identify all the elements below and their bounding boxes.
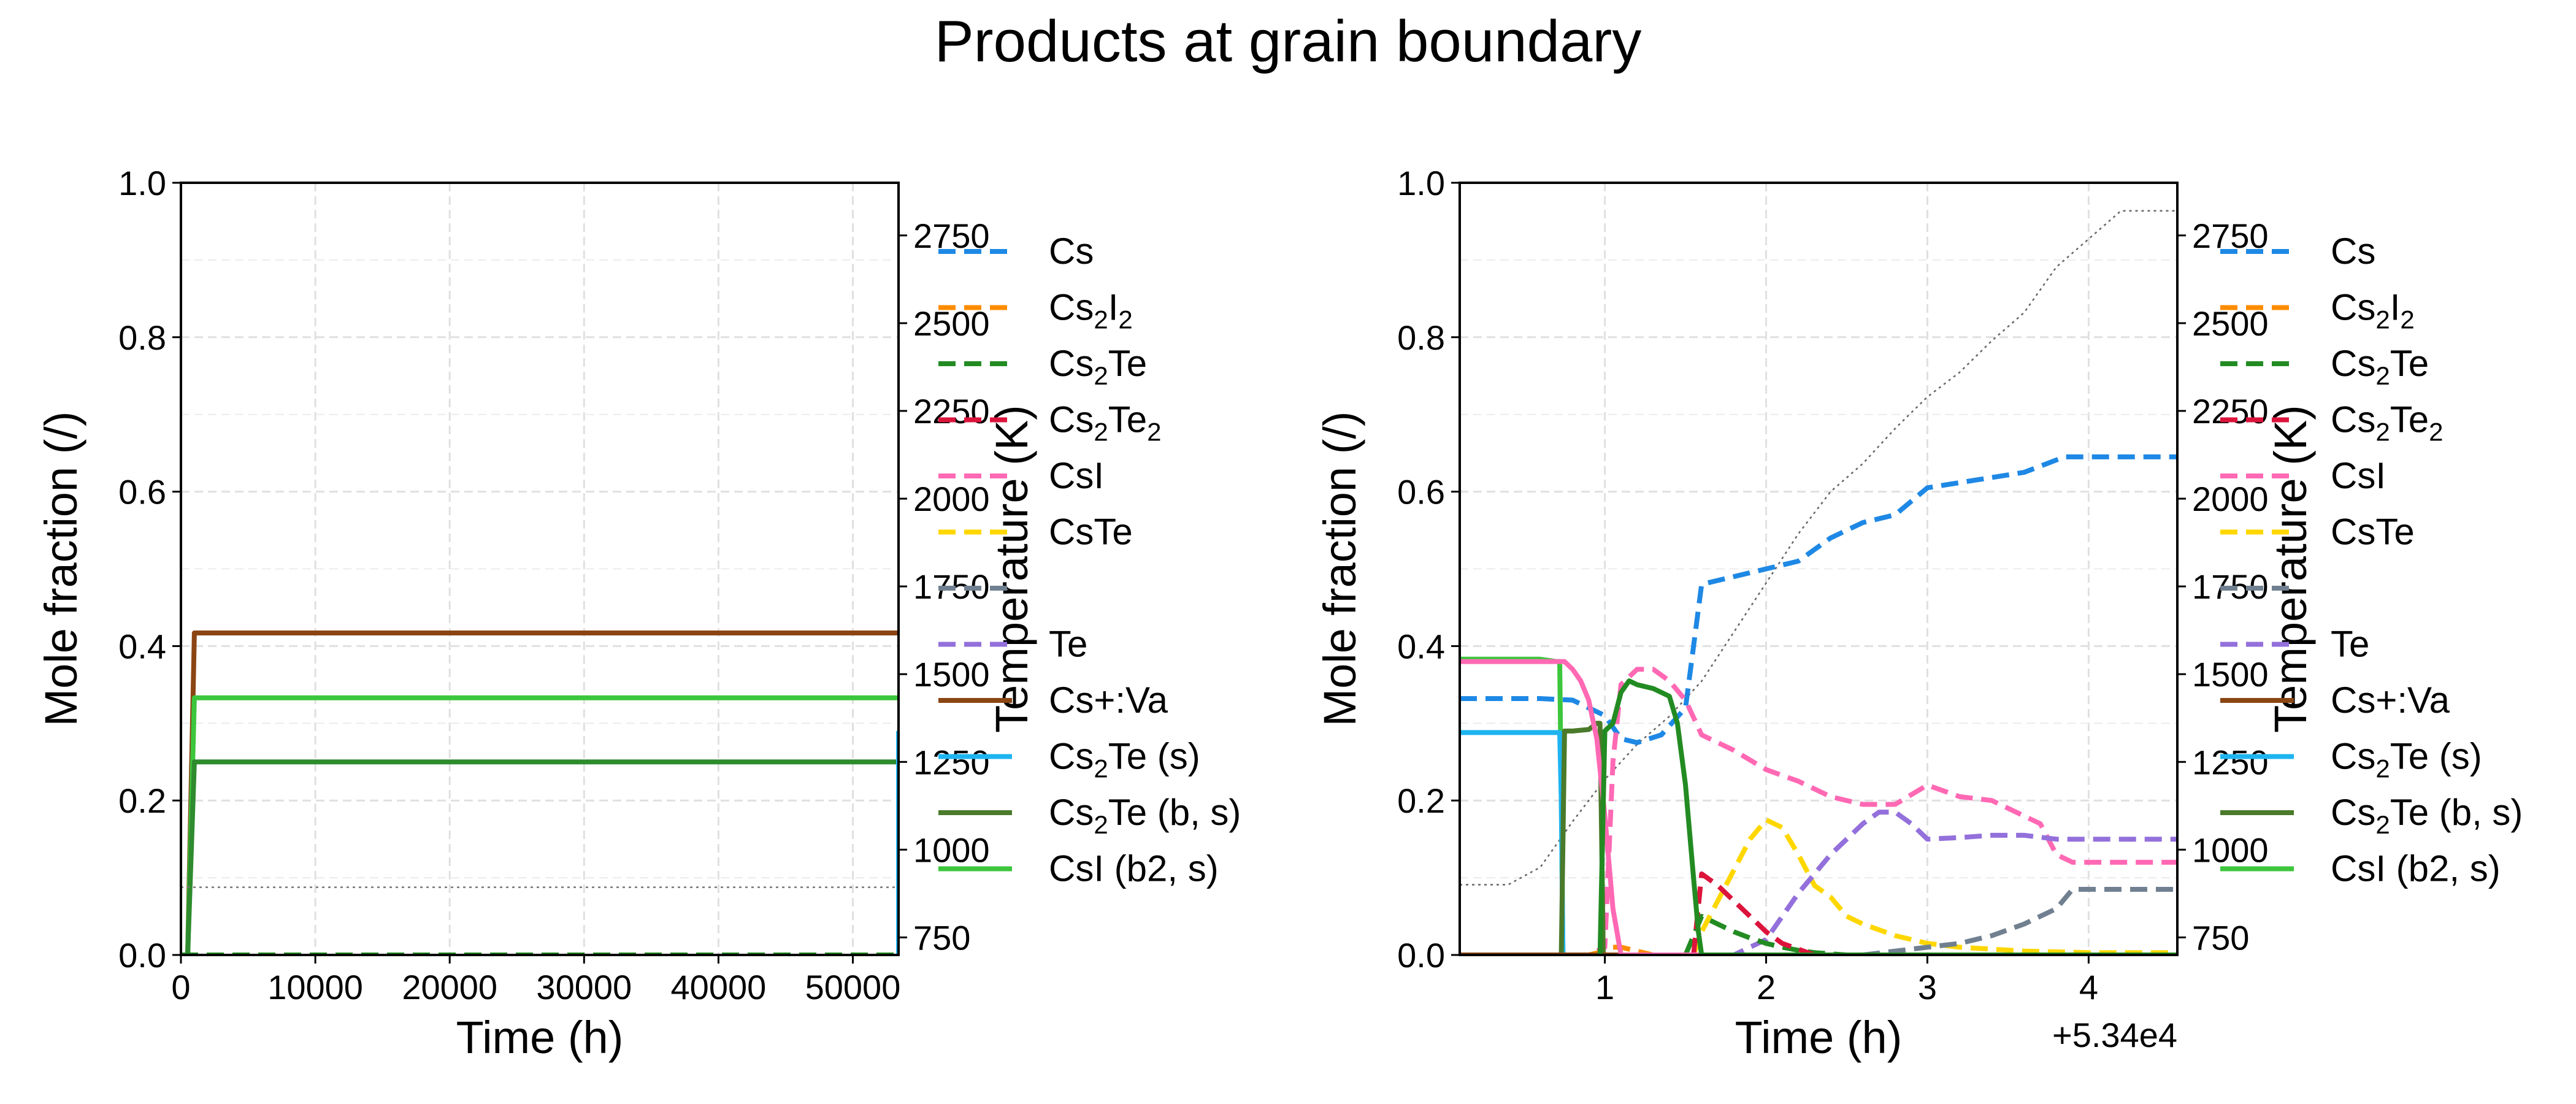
series-line xyxy=(181,759,899,955)
legend-label: Cs+:Va xyxy=(1049,680,1168,721)
legend-label: CsTe xyxy=(2331,512,2415,553)
x-axis-label: Time (h) xyxy=(1735,1012,1903,1063)
legend-label: Cs2Te xyxy=(1049,343,1147,390)
y2-tick-label: 2000 xyxy=(913,480,990,518)
legend-label: Te xyxy=(1049,624,1087,665)
y2-tick-label: 1000 xyxy=(2192,830,2269,869)
y2-tick-label: 750 xyxy=(2192,918,2249,957)
y-tick-label: 0.0 xyxy=(1397,936,1445,975)
series-line xyxy=(1701,810,2177,955)
legend-label: Cs+:Va xyxy=(2331,680,2450,721)
legend-label: Cs2Te (b, s) xyxy=(1049,792,1241,839)
axes-frame xyxy=(180,182,900,956)
y-tick-label: 0.8 xyxy=(1397,318,1445,357)
series-line xyxy=(181,695,899,955)
series-line xyxy=(1460,454,2177,745)
series-line xyxy=(1460,659,2177,955)
x-tick-label: 20000 xyxy=(402,968,497,1006)
x-tick-label: 10000 xyxy=(267,968,363,1006)
legend-label: Cs xyxy=(1049,231,1094,272)
x-tick-label: 50000 xyxy=(805,968,901,1006)
series-group xyxy=(1460,210,2177,955)
x-tick-label: 2 xyxy=(1757,968,1776,1006)
y2-tick-label: 1500 xyxy=(913,655,990,694)
legend-label: Cs2Te (s) xyxy=(2331,736,2482,783)
y-tick-label: 0.6 xyxy=(1397,473,1445,512)
series-line xyxy=(1460,656,2177,955)
y2-tick-label: 2250 xyxy=(2192,392,2269,431)
y-tick-label: 0.2 xyxy=(1397,781,1445,820)
figure-title: Products at grain boundary xyxy=(935,9,1642,74)
legend-label: Cs2Te (b, s) xyxy=(2331,792,2523,839)
series-line xyxy=(1691,871,2177,955)
legend-label: Cs2Te xyxy=(2331,343,2429,390)
y2-tick-label: 1500 xyxy=(2192,655,2269,694)
legend-label: Cs2Te2 xyxy=(1049,399,1161,447)
legend-label: CsI xyxy=(1049,455,1104,496)
x-offset-label: +5.34e4 xyxy=(2052,1016,2177,1054)
y-axis-label: Mole fraction (/) xyxy=(1314,411,1365,726)
x-tick-label: 3 xyxy=(1918,968,1937,1006)
series-line xyxy=(1460,210,2177,886)
y-tick-label: 0.8 xyxy=(118,318,166,357)
legend-label: CsI (b2, s) xyxy=(1049,848,1219,889)
legend: Cs Cs2I2 Cs2Te Cs2Te2 CsI CsTe Te Cs+:Va Cs2Te (… xyxy=(2220,231,2523,889)
y2-tick-label: 1250 xyxy=(913,743,990,781)
y-tick-label: 0.2 xyxy=(118,781,166,820)
x-tick-label: 4 xyxy=(2079,968,2098,1006)
legend-label: CsI (b2, s) xyxy=(2331,848,2501,889)
y-tick-label: 0.4 xyxy=(1397,627,1445,665)
y2-tick-label: 1250 xyxy=(2192,743,2269,781)
y-tick-label: 0.6 xyxy=(118,473,166,512)
legend-label: CsTe xyxy=(1049,512,1133,553)
series-line xyxy=(1683,914,2177,955)
x-tick-label: 40000 xyxy=(671,968,767,1006)
legend-label: CsI xyxy=(2331,455,2386,496)
series-line xyxy=(1691,817,2177,955)
y-tick-label: 1.0 xyxy=(118,164,166,202)
left-panel: 0 10000 20000 30000 40000 50000 0.0 0.2 0.4 0.6 0.… xyxy=(36,164,1241,1063)
y2-tick-label: 2250 xyxy=(913,392,990,431)
x-tick-label: 1 xyxy=(1595,968,1614,1006)
x-tick-label: 0 xyxy=(171,968,190,1006)
y2-tick-label: 2500 xyxy=(2192,304,2269,343)
series-group xyxy=(181,631,899,955)
y2-tick-label: 2500 xyxy=(913,304,990,343)
series-line xyxy=(1558,721,2177,955)
y2-tick-label: 2750 xyxy=(913,217,990,255)
y-tick-label: 0.0 xyxy=(118,936,166,975)
legend-label: Cs2Te2 xyxy=(2331,399,2443,447)
y2-axis-label: Temperature (K) xyxy=(2265,405,2316,733)
right-panel: 1 2 3 40.00.20.40.60.81.0750100012501500175… xyxy=(1314,164,2523,1063)
legend-label: Cs2I2 xyxy=(2331,287,2415,334)
y2-tick-label: 2000 xyxy=(2192,480,2269,518)
legend-label: Te xyxy=(2331,624,2369,665)
legend-label: Cs2Te (s) xyxy=(1049,736,1200,783)
y-tick-label: 0.4 xyxy=(118,627,166,665)
series-line xyxy=(1597,678,2177,955)
y-tick-label: 1.0 xyxy=(1397,164,1445,202)
y2-axis-label: Temperature (K) xyxy=(986,405,1037,733)
legend-label: Cs2I2 xyxy=(1049,287,1133,334)
y2-tick-label: 750 xyxy=(913,918,970,957)
series-line xyxy=(1460,730,2177,955)
y2-tick-label: 1000 xyxy=(913,830,990,869)
series-line xyxy=(1862,887,2177,955)
y2-tick-label: 2750 xyxy=(2192,217,2269,255)
x-tick-label: 30000 xyxy=(536,968,632,1006)
y-axis-label: Mole fraction (/) xyxy=(36,411,86,726)
series-line xyxy=(181,631,899,955)
x-axis-label: Time (h) xyxy=(456,1012,624,1063)
legend: Cs Cs2I2 Cs2Te Cs2Te2 CsI CsTe Te Cs+:Va Cs2Te (… xyxy=(938,231,1241,889)
legend-label: Cs xyxy=(2331,231,2375,272)
axes-frame xyxy=(1459,182,2179,956)
